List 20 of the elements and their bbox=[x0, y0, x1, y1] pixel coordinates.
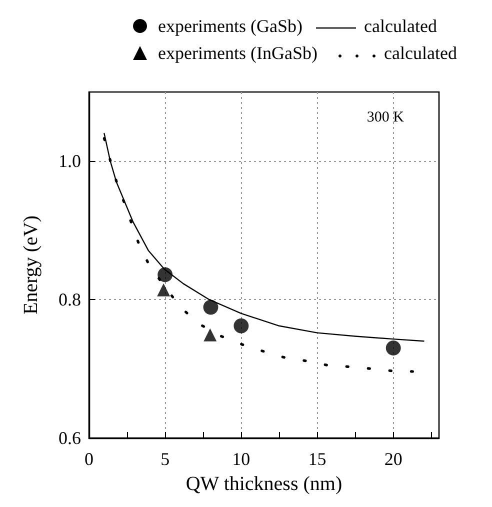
annotation: 300 K bbox=[366, 110, 404, 126]
legend-label: calculated bbox=[364, 16, 437, 36]
y-tick-label: 0.8 bbox=[58, 290, 81, 310]
x-tick-label: 20 bbox=[384, 449, 402, 469]
x-axis-title: QW thickness (nm) bbox=[186, 473, 342, 495]
y-axis-title: Energy (eV) bbox=[20, 215, 42, 315]
point bbox=[157, 283, 170, 296]
legend-label: experiments (InGaSb) bbox=[158, 43, 318, 63]
legend-label: calculated bbox=[384, 43, 457, 63]
x-tick-label: 0 bbox=[84, 449, 94, 469]
y-tick-label: 1.0 bbox=[58, 151, 81, 172]
x-tick-label: 10 bbox=[232, 449, 250, 469]
y-tick-label: 0.6 bbox=[58, 428, 81, 448]
x-tick-label: 5 bbox=[160, 449, 170, 469]
point bbox=[386, 340, 401, 356]
legend-label: experiments (GaSb) bbox=[158, 16, 302, 36]
x-tick-label: 15 bbox=[308, 449, 326, 469]
point bbox=[203, 300, 218, 315]
point bbox=[234, 318, 249, 334]
point bbox=[204, 328, 217, 342]
